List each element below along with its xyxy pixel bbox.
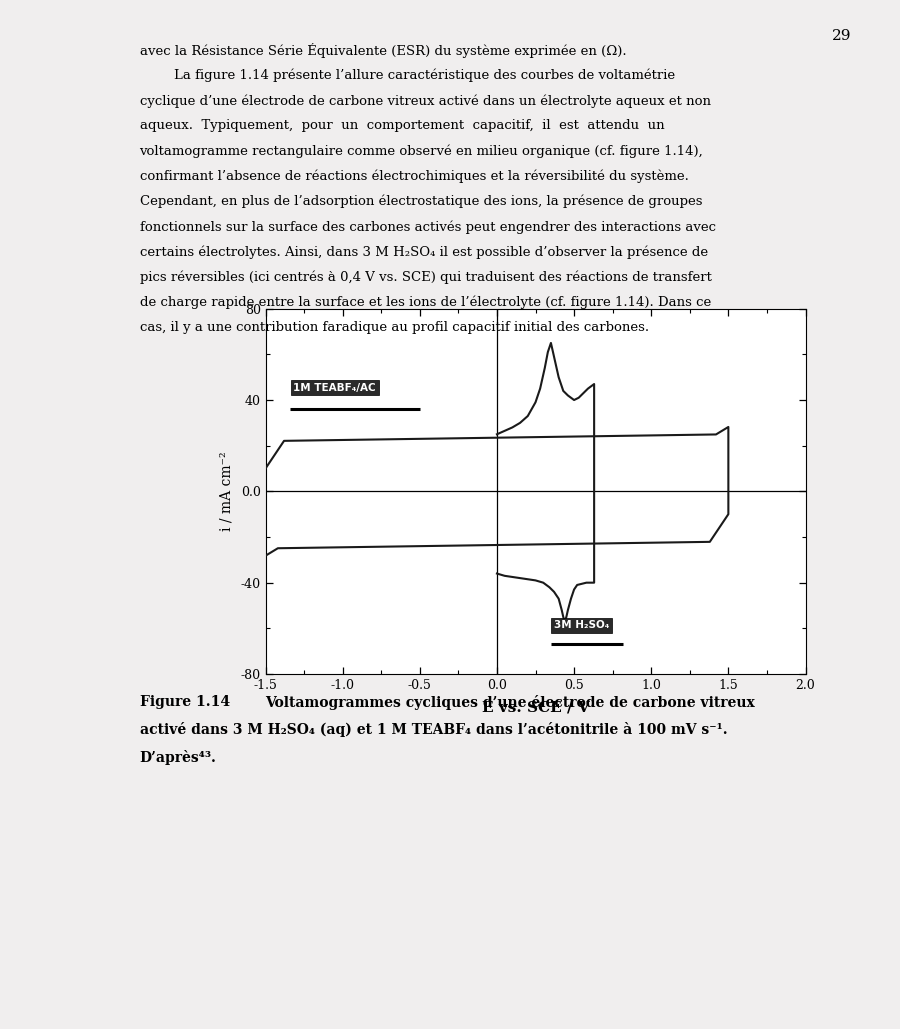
Text: fonctionnels sur la surface des carbones activés peut engendrer des interactions: fonctionnels sur la surface des carbones…	[140, 220, 716, 234]
Text: D’après⁴³.: D’après⁴³.	[140, 750, 216, 766]
Text: 29: 29	[832, 29, 851, 43]
Text: La figure 1.14 présente l’allure caractéristique des courbes de voltamétrie: La figure 1.14 présente l’allure caracté…	[140, 69, 675, 82]
Text: Voltamogrammes cycliques d’une électrode de carbone vitreux: Voltamogrammes cycliques d’une électrode…	[266, 695, 755, 710]
Text: certains électrolytes. Ainsi, dans 3 M H₂SO₄ il est possible d’observer la prése: certains électrolytes. Ainsi, dans 3 M H…	[140, 245, 707, 259]
Text: de charge rapide entre la surface et les ions de l’électrolyte (cf. figure 1.14): de charge rapide entre la surface et les…	[140, 296, 711, 310]
Text: voltamogramme rectangulaire comme observé en milieu organique (cf. figure 1.14),: voltamogramme rectangulaire comme observ…	[140, 144, 703, 158]
Text: Figure 1.14: Figure 1.14	[140, 695, 230, 709]
X-axis label: E vs. SCE / V: E vs. SCE / V	[482, 700, 590, 714]
Text: 1M TEABF₄/AC: 1M TEABF₄/AC	[293, 383, 376, 393]
Text: 3M H₂SO₄: 3M H₂SO₄	[554, 620, 609, 631]
Text: avec la Résistance Série Équivalente (ESR) du système exprimée en (Ω).: avec la Résistance Série Équivalente (ES…	[140, 43, 626, 59]
Text: confirmant l’absence de réactions électrochimiques et la réversibilité du systèm: confirmant l’absence de réactions électr…	[140, 170, 688, 183]
Text: cyclique d’une électrode de carbone vitreux activé dans un électrolyte aqueux et: cyclique d’une électrode de carbone vitr…	[140, 94, 710, 108]
Text: aqueux.  Typiquement,  pour  un  comportement  capacitif,  il  est  attendu  un: aqueux. Typiquement, pour un comportemen…	[140, 119, 664, 133]
Text: pics réversibles (ici centrés à 0,4 V vs. SCE) qui traduisent des réactions de t: pics réversibles (ici centrés à 0,4 V vs…	[140, 271, 711, 284]
Text: Cependant, en plus de l’adsorption électrostatique des ions, la présence de grou: Cependant, en plus de l’adsorption élect…	[140, 196, 702, 209]
Y-axis label: i / mA cm⁻²: i / mA cm⁻²	[220, 452, 234, 531]
Text: activé dans 3 M H₂SO₄ (aq) et 1 M TEABF₄ dans l’acétonitrile à 100 mV s⁻¹.: activé dans 3 M H₂SO₄ (aq) et 1 M TEABF₄…	[140, 722, 727, 738]
Text: cas, il y a une contribution faradique au profil capacitif initial des carbones.: cas, il y a une contribution faradique a…	[140, 321, 649, 334]
